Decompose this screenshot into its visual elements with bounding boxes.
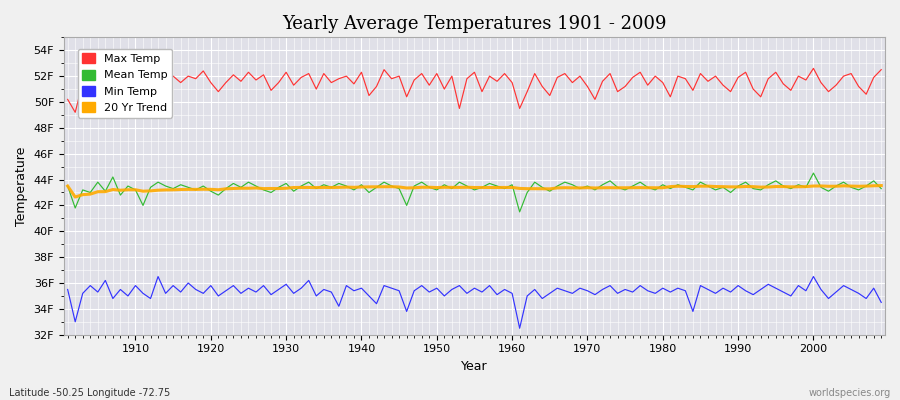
- Legend: Max Temp, Mean Temp, Min Temp, 20 Yr Trend: Max Temp, Mean Temp, Min Temp, 20 Yr Tre…: [77, 49, 173, 118]
- Y-axis label: Temperature: Temperature: [15, 146, 28, 226]
- Title: Yearly Average Temperatures 1901 - 2009: Yearly Average Temperatures 1901 - 2009: [283, 15, 667, 33]
- Text: worldspecies.org: worldspecies.org: [809, 388, 891, 398]
- X-axis label: Year: Year: [461, 360, 488, 373]
- Text: Latitude -50.25 Longitude -72.75: Latitude -50.25 Longitude -72.75: [9, 388, 170, 398]
